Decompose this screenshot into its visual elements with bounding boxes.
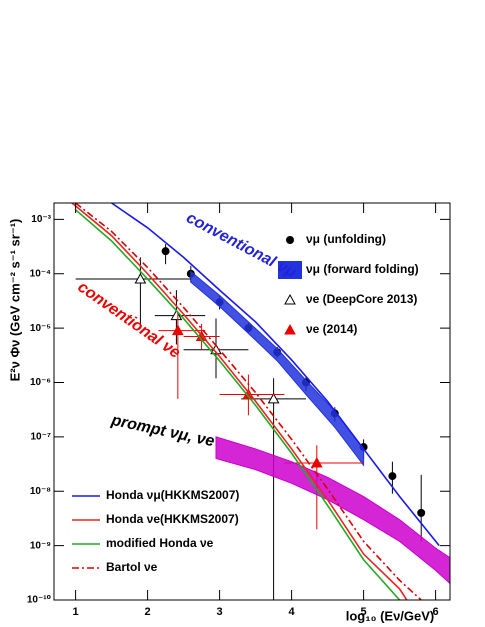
marker — [286, 236, 294, 244]
y-axis-label: E²ν Φν (GeV cm⁻² s⁻¹ sr⁻¹) — [7, 219, 22, 382]
y-tick-label: 10⁻⁴ — [30, 268, 51, 279]
y-tick-label: 10⁻³ — [31, 214, 51, 225]
line — [75, 203, 422, 600]
line — [71, 203, 408, 600]
legend-label: Honda νe(HKKMS2007) — [106, 512, 239, 526]
line — [75, 209, 401, 600]
marker — [284, 293, 296, 305]
y-tick-label: 10⁻⁸ — [30, 486, 51, 497]
marker — [284, 323, 296, 335]
y-tick-label: 10⁻⁹ — [30, 540, 51, 551]
x-tick-label: 5 — [361, 606, 367, 618]
marker — [310, 457, 323, 468]
marker — [171, 324, 184, 336]
legend-label: νe (DeepCore 2013) — [306, 292, 417, 306]
marker — [267, 392, 280, 404]
legend-label: νμ (unfolding) — [306, 232, 386, 246]
legend-label: Bartol νe — [106, 560, 158, 574]
band — [190, 270, 365, 467]
x-tick-label: 3 — [217, 606, 223, 618]
marker — [388, 472, 397, 481]
legend-label: νμ (forward folding) — [306, 262, 419, 276]
marker — [417, 508, 426, 517]
marker — [161, 247, 170, 256]
x-axis-label: log₁₀ (Eν/GeV) — [346, 608, 435, 623]
y-tick-label: 10⁻⁶ — [30, 377, 51, 388]
legend-label: νe (2014) — [306, 322, 357, 336]
frame — [53, 202, 451, 601]
y-tick-label: 10⁻¹⁰ — [27, 595, 51, 606]
y-tick-label: 10⁻⁵ — [30, 323, 51, 334]
x-tick-label: 6 — [433, 606, 439, 618]
legend-label: Honda νμ(HKKMS2007) — [106, 488, 239, 502]
legend-swatch — [278, 261, 302, 279]
plot-area — [71, 203, 450, 600]
legend-label: modified Honda νe — [106, 536, 214, 550]
x-tick-label: 4 — [289, 606, 296, 618]
y-tick-label: 10⁻⁷ — [30, 432, 51, 443]
marker — [134, 272, 147, 284]
x-tick-label: 1 — [73, 606, 79, 618]
x-tick-label: 2 — [145, 606, 151, 618]
marker — [170, 309, 183, 321]
line — [111, 203, 440, 547]
